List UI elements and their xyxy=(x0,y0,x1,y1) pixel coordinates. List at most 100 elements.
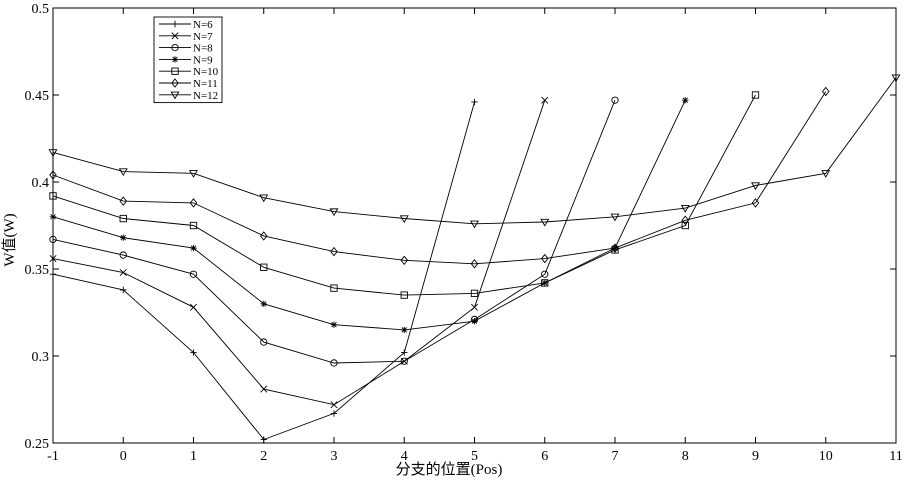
data-point xyxy=(118,168,128,177)
legend-marker xyxy=(171,67,179,75)
data-point xyxy=(682,97,689,104)
y-tick-label: 0.5 xyxy=(32,2,50,17)
legend-marker xyxy=(171,32,179,40)
data-point xyxy=(190,349,197,356)
x-tick-label: 5 xyxy=(471,449,478,464)
legend-label: N=12 xyxy=(193,90,218,102)
data-point xyxy=(189,170,198,178)
x-tick-label: 3 xyxy=(331,449,338,464)
data-point xyxy=(190,244,197,252)
series-line xyxy=(52,77,897,225)
data-point xyxy=(189,270,198,278)
legend-item: N=8 xyxy=(159,43,213,55)
x-tick-label: 8 xyxy=(682,449,689,464)
data-point xyxy=(400,357,408,365)
y-tick-label: 0.3 xyxy=(32,350,50,365)
data-point xyxy=(48,149,58,158)
data-point xyxy=(401,326,408,334)
legend-marker xyxy=(171,20,179,28)
x-tick-label: 10 xyxy=(819,449,833,464)
data-point xyxy=(611,96,619,104)
series-n-6 xyxy=(49,98,478,443)
data-point xyxy=(681,221,689,230)
data-point xyxy=(49,255,57,263)
y-tick-label: 0.45 xyxy=(25,89,50,104)
series-line xyxy=(52,100,546,406)
data-point xyxy=(260,436,267,443)
data-point xyxy=(189,303,198,311)
data-point xyxy=(470,259,479,269)
data-point xyxy=(120,286,127,294)
data-point xyxy=(259,231,268,241)
data-point xyxy=(49,213,57,220)
data-point xyxy=(680,204,690,213)
data-point xyxy=(751,182,760,191)
data-point xyxy=(399,215,409,224)
x-tick-label: 9 xyxy=(752,449,759,464)
y-tick-label: 0.25 xyxy=(25,437,50,452)
data-point xyxy=(821,86,830,97)
data-point xyxy=(540,218,550,227)
series-n-10 xyxy=(49,91,760,299)
data-point xyxy=(471,318,478,325)
data-point xyxy=(49,235,57,244)
legend-label: N=7 xyxy=(193,31,213,43)
data-point xyxy=(751,198,760,208)
y-tick-label: 0.35 xyxy=(25,263,50,278)
data-point xyxy=(330,359,338,367)
series-layer xyxy=(48,74,901,443)
data-point xyxy=(330,401,338,409)
series-line xyxy=(52,100,616,364)
data-point xyxy=(260,263,268,271)
data-point xyxy=(120,234,127,241)
data-point xyxy=(260,300,267,307)
legend-item: N=9 xyxy=(159,54,213,66)
y-axis-label: W值(W) xyxy=(1,213,18,266)
data-point xyxy=(259,194,269,203)
legend-label: N=11 xyxy=(193,78,218,90)
x-tick-label: 11 xyxy=(889,449,902,464)
x-tick-label: 2 xyxy=(260,449,267,464)
series-line xyxy=(52,94,756,296)
data-point xyxy=(189,198,198,208)
data-point xyxy=(49,271,57,278)
legend: N=6N=7N=8N=9N=10N=11N=12 xyxy=(153,16,223,104)
data-point xyxy=(119,196,128,206)
data-point xyxy=(119,214,127,223)
data-point xyxy=(611,243,619,253)
data-point xyxy=(470,303,479,311)
legend-label: N=9 xyxy=(193,54,213,66)
legend-item: N=11 xyxy=(159,78,218,90)
legend-label: N=10 xyxy=(193,66,219,78)
data-point xyxy=(751,91,760,99)
data-point xyxy=(541,96,549,104)
legend-marker xyxy=(171,78,179,88)
data-point xyxy=(470,220,479,229)
legend-item: N=7 xyxy=(159,31,213,43)
data-point xyxy=(401,349,408,356)
data-point xyxy=(329,208,339,217)
data-point xyxy=(470,289,479,298)
data-point xyxy=(471,98,478,106)
legend-label: N=6 xyxy=(193,19,213,31)
legend-item: N=12 xyxy=(159,90,218,102)
legend-label: N=8 xyxy=(193,43,213,55)
x-axis-label: 分支的位置(Pos) xyxy=(396,461,503,478)
data-point xyxy=(540,253,549,264)
data-point xyxy=(541,270,549,278)
legend-marker xyxy=(171,43,179,52)
x-tick-label: 4 xyxy=(401,449,408,464)
data-point xyxy=(681,215,690,226)
data-point xyxy=(610,213,620,222)
data-point xyxy=(49,192,57,200)
series-n-8 xyxy=(49,96,619,367)
data-point xyxy=(49,170,57,180)
x-tick-label: 7 xyxy=(612,449,619,464)
series-n-11 xyxy=(49,86,830,269)
series-n-7 xyxy=(49,96,549,409)
data-point xyxy=(119,251,127,259)
data-point xyxy=(541,279,549,287)
data-point xyxy=(119,268,127,276)
